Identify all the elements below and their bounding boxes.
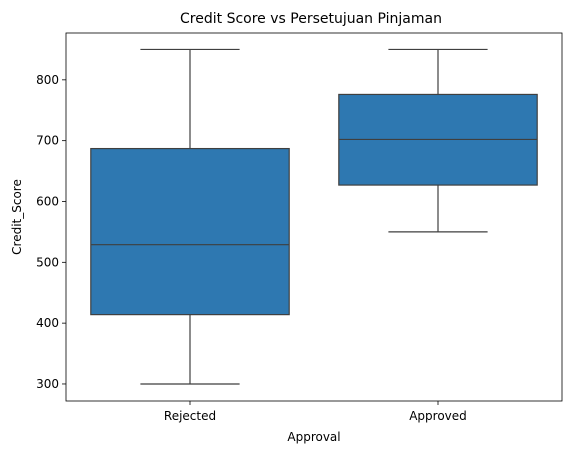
- y-tick-label: 300: [36, 377, 59, 391]
- axes-frame: [65, 32, 563, 402]
- y-tick-label: 600: [36, 194, 59, 208]
- box-rejected: [90, 147, 290, 316]
- y-tick-label: 700: [36, 134, 59, 148]
- y-tick-label: 500: [36, 255, 59, 269]
- x-tick-label: Rejected: [164, 409, 216, 423]
- y-axis-label: Credit_Score: [10, 179, 24, 255]
- y-tick-label: 400: [36, 316, 59, 330]
- x-tick-label: Approved: [409, 409, 467, 423]
- x-axis-label: Approval: [287, 430, 340, 444]
- plot-area: 300 400 500 600 700 800 Rejected Approved: [36, 32, 563, 423]
- y-tick-label: 800: [36, 73, 59, 87]
- chart-title: Credit Score vs Persetujuan Pinjaman: [180, 11, 442, 27]
